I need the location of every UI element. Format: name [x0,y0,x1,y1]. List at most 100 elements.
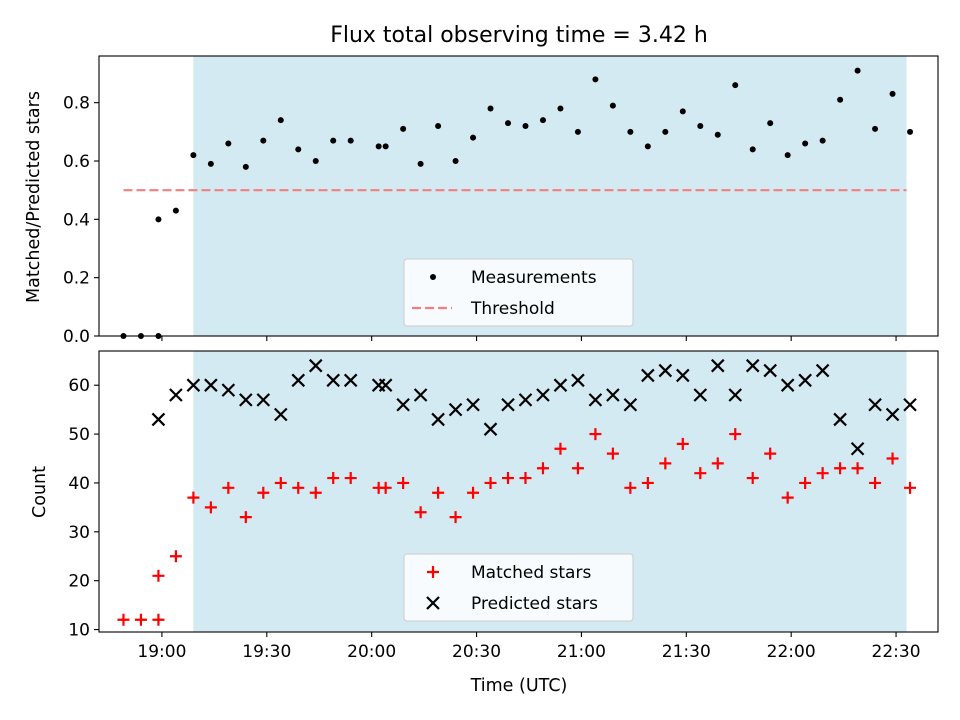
predicted-star-point [239,393,253,407]
matched-star-point [536,462,549,475]
predicted-star-point [623,397,638,412]
matched-star-point [606,447,619,460]
measurement-point [417,160,424,167]
measurement-point [400,125,407,132]
measurement-point [557,105,564,112]
matched-star-point [519,472,532,485]
predicted-star-point [868,397,882,412]
predicted-star-point [641,368,655,383]
measurement-point [819,137,826,144]
measurement-point [872,125,879,132]
matched-star-point [851,462,864,475]
measurement-point [435,123,442,129]
legend-label: Predicted stars [471,594,598,614]
x-tick-label: 21:30 [662,642,711,662]
x-tick-label: 22:00 [767,642,816,662]
matched-star-point [624,481,637,494]
measurement-point [907,128,914,135]
measurement-point [225,140,232,147]
matched-star-point [327,472,340,485]
predicted-star-point [903,397,917,412]
predicted-star-point [396,397,410,412]
axes-frame [98,55,939,337]
matched-star-point [746,472,759,485]
y-tick-label: 50 [68,425,90,445]
predicted-star-point [728,388,743,402]
matched-star-point [169,550,182,563]
measurement-point [452,158,459,164]
matched-star-point [904,481,917,494]
y-tick-label: 0.6 [63,152,90,172]
matched-star-point [134,613,147,626]
predicted-star-point [204,378,218,392]
measurement-point [172,207,179,214]
measurement-point [854,67,861,74]
predicted-star-point [308,358,323,373]
matched-star-point [344,472,357,485]
matched-star-point [729,428,742,441]
matched-star-point [432,486,445,499]
bottom-ylabel: Count [30,466,50,518]
measurement-point [347,137,354,144]
matched-star-point [397,476,410,489]
y-tick-label: 60 [68,376,90,396]
matched-star-point [239,511,252,524]
x-tick-label: 19:30 [242,642,291,662]
matched-star-point [502,472,515,485]
bottom-xlabel: Time (UTC) [470,676,568,696]
matched-star-point [589,428,602,441]
measurement-point [470,134,477,141]
predicted-star-point [378,378,393,392]
matched-star-point [467,486,480,499]
predicted-star-point [326,373,340,388]
predicted-star-point [571,373,585,388]
matched-star-point [274,476,287,489]
predicted-star-point [466,397,480,412]
matched-star-point [152,613,165,626]
matched-star-point [204,501,217,514]
x-tick-label: 20:00 [347,642,396,662]
matched-star-point [676,437,689,450]
matched-star-point [764,447,777,460]
count-panel: 10 20 30 40 50 60 19:00 19:30 20:00 20:30 21:00 21:… [68,350,939,662]
predicted-star-point [448,402,463,417]
matched-star-point [781,491,794,504]
x-tick-label: 21:00 [557,642,606,662]
measurement-point [697,123,704,129]
legend-label: Threshold [470,299,555,319]
matched-star-point [309,486,322,499]
measurement-point [539,117,546,124]
y-tick-label: 0.8 [63,94,90,114]
predicted-star-point [343,373,358,388]
legend: Matched stars Predicted stars [403,553,634,622]
predicted-star-point [676,368,690,383]
measurement-point [277,117,284,124]
matched-star-point [641,476,654,489]
measurement-point [784,152,791,159]
predicted-star-point [850,441,865,456]
matched-star-point [659,457,672,470]
legend-label: Matched stars [471,563,591,583]
measurement-point [889,90,896,97]
legend-box [403,258,634,327]
measurement-point [679,108,686,115]
matched-star-point [484,476,497,489]
y-tick-label: 40 [68,474,90,494]
predicted-star-point [186,378,201,392]
matched-star-point [222,481,235,494]
predicted-star-point [588,393,603,407]
y-tick-label: 0.2 [63,269,90,289]
matched-star-point [449,511,462,524]
predicted-star-point [483,422,498,436]
predicted-star-point [413,388,428,402]
measurement-point [714,131,721,138]
x-tick-label: 20:30 [452,642,501,662]
measurement-point [592,76,599,83]
matched-star-point [187,491,200,504]
matched-star-point [886,452,899,465]
legend-plus-marker [427,566,439,578]
predicted-star-point [833,412,847,427]
matched-star-point [571,462,584,475]
predicted-star-point [501,397,515,412]
